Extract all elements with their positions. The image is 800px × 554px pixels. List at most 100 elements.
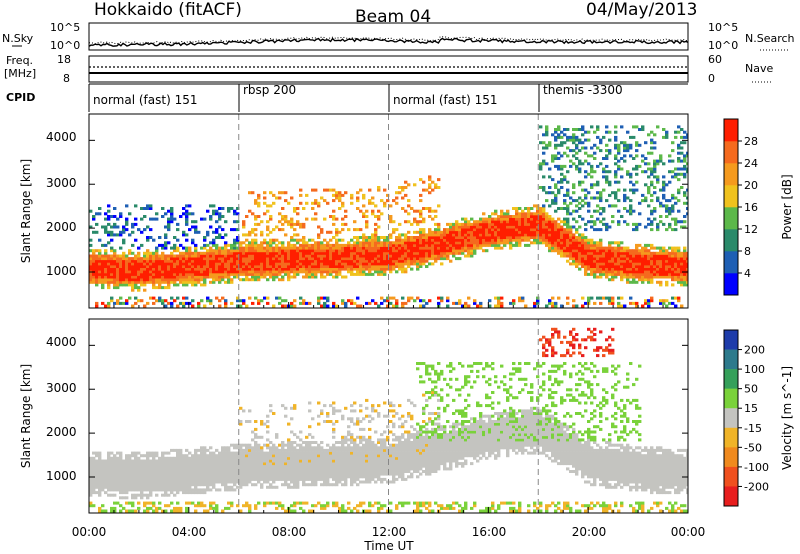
power-cell (644, 199, 648, 203)
velocity-cell (170, 467, 174, 471)
power-cell (617, 220, 621, 224)
power-cell (395, 238, 399, 242)
power-cell (299, 193, 303, 197)
power-cell (644, 299, 648, 303)
velocity-cell (230, 475, 234, 479)
power-cell (584, 228, 588, 232)
power-cell (503, 241, 507, 245)
power-cell (650, 299, 654, 303)
velocity-cell (227, 459, 231, 463)
power-cell (305, 259, 309, 263)
power-cell (320, 196, 324, 200)
power-cell (299, 251, 303, 255)
velocity-cell (203, 454, 207, 458)
power-cell (134, 270, 138, 274)
power-cell (185, 259, 189, 263)
power-cell (602, 272, 606, 276)
power-cell (287, 222, 291, 226)
velocity-cell (98, 483, 102, 487)
power-cell (164, 272, 168, 276)
power-cell (203, 246, 207, 250)
power-cell (314, 188, 318, 192)
power-cell (680, 283, 684, 287)
power-cell (122, 259, 126, 263)
power-cell (635, 251, 639, 255)
power-cell (512, 222, 516, 226)
power-cell (548, 238, 552, 242)
power-cell (230, 257, 234, 261)
velocity-cell (224, 462, 228, 466)
power-cell (293, 257, 297, 261)
power-cell (182, 265, 186, 268)
power-cell (182, 278, 186, 282)
power-cell (227, 251, 231, 255)
power-cell (224, 246, 228, 250)
power-cell (164, 265, 168, 268)
power-cell (542, 133, 546, 137)
power-cell (659, 259, 663, 263)
power-cell (635, 180, 639, 184)
velocity-cell (113, 485, 117, 489)
velocity-cell (143, 485, 147, 489)
power-cell (401, 254, 405, 258)
velocity-cell (239, 467, 243, 471)
power-cell (524, 207, 528, 210)
power-cell (194, 272, 198, 276)
power-cell (560, 236, 564, 239)
power-cell (605, 262, 609, 266)
power-cell (578, 257, 582, 261)
velocity-cell (179, 488, 183, 492)
power-cell (458, 246, 462, 250)
power-cell (437, 301, 441, 305)
power-cell (128, 270, 132, 274)
power-cell (467, 230, 471, 234)
velocity-cell (131, 451, 135, 455)
velocity-cell (164, 485, 168, 489)
power-cell (620, 259, 624, 263)
power-cell (635, 167, 639, 171)
velocity-cell (179, 480, 183, 484)
power-cell (116, 233, 120, 237)
power-cell (362, 215, 366, 218)
power-cell (188, 246, 192, 250)
power-cell (593, 254, 597, 258)
velocity-cell (89, 467, 93, 471)
velocity-cell (98, 491, 102, 495)
power-cell (557, 246, 561, 250)
power-cell (278, 270, 282, 274)
power-cell (299, 259, 303, 263)
velocity-cell (158, 470, 162, 473)
power-cell (332, 251, 336, 255)
power-cell (602, 175, 606, 179)
power-cell (617, 270, 621, 274)
power-cell (539, 230, 543, 234)
power-cell (197, 259, 201, 263)
power-cell (449, 222, 453, 226)
power-cell (446, 299, 450, 303)
power-cell (668, 265, 672, 268)
power-cell (254, 222, 258, 226)
velocity-cell (185, 485, 189, 489)
power-cell (206, 254, 210, 258)
velocity-cell (131, 454, 135, 458)
velocity-cell (182, 488, 186, 492)
velocity-cell (170, 485, 174, 489)
power-cell (614, 172, 618, 176)
power-cell (425, 301, 429, 305)
cpid-segment-0: normal (fast) 151 (93, 93, 197, 107)
power-cell (320, 304, 324, 308)
power-cell (257, 262, 261, 266)
velocity-cell (209, 462, 213, 466)
power-cell (440, 299, 444, 303)
velocity-cell (194, 480, 198, 484)
power-cell (200, 254, 204, 258)
power-cell (428, 238, 432, 242)
power-cell (173, 243, 177, 247)
velocity-cell (152, 475, 156, 479)
velocity-cell (155, 472, 159, 476)
velocity-cell (119, 472, 123, 476)
velocity-cell (188, 467, 192, 471)
power-cell (575, 167, 579, 171)
power-cell (164, 212, 168, 216)
power-cell (680, 270, 684, 274)
